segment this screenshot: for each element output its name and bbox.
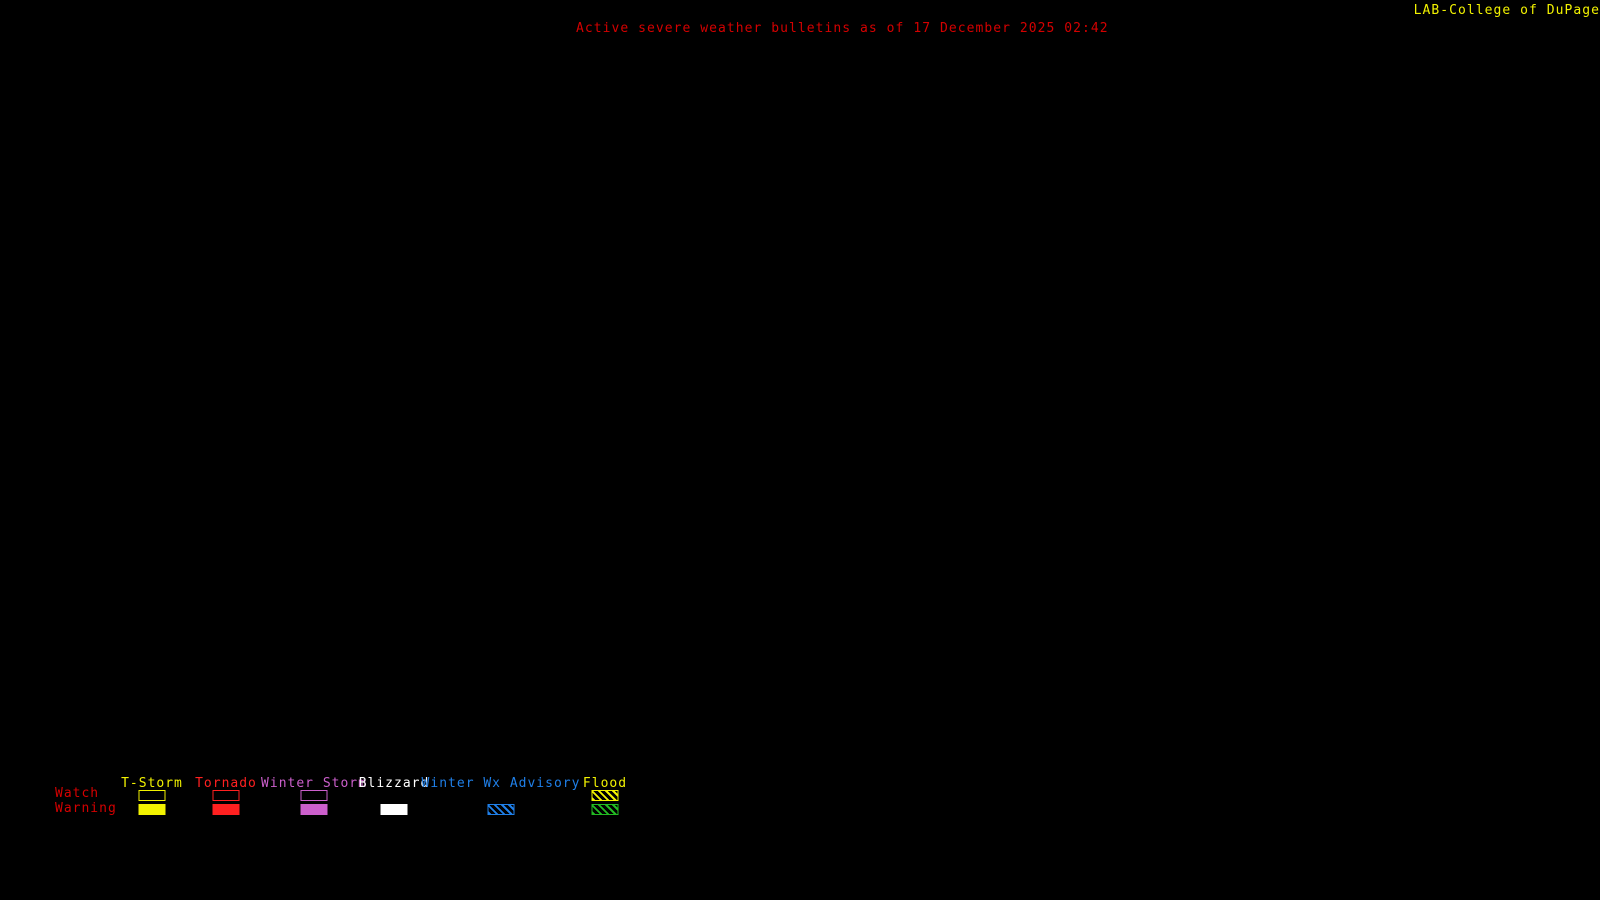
legend-swatch-blizzard-warning xyxy=(380,804,408,815)
legend-header-blizzard: Blizzard xyxy=(358,776,430,791)
legend-swatch-winter-wx-advisory-warning xyxy=(487,804,515,815)
legend-column-t-storm[interactable]: T-Storm xyxy=(110,770,194,830)
legend-swatch-tornado-watch xyxy=(212,790,240,801)
legend-column-blizzard[interactable]: Blizzard xyxy=(352,770,436,830)
legend-swatch-tornado-warning xyxy=(212,804,240,815)
legend-column-winter-wx-advisory[interactable]: Winter Wx Advisory xyxy=(422,770,579,830)
branding-clip: NEXLAB-College of DuPage xyxy=(1415,0,1600,22)
branding-label: NEXLAB-College of DuPage xyxy=(1415,3,1600,18)
legend-swatch-t-storm-watch xyxy=(138,790,166,801)
legend-header-t-storm: T-Storm xyxy=(121,776,183,791)
legend-header-tornado: Tornado xyxy=(195,776,257,791)
page-title: Active severe weather bulletins as of 17… xyxy=(576,21,1109,36)
legend-column-flood[interactable]: Flood xyxy=(576,770,634,830)
legend-swatch-t-storm-warning xyxy=(138,804,166,815)
legend-swatch-flood-warning xyxy=(591,804,619,815)
legend: Watch Warning T-Storm Tornado Winter Sto… xyxy=(0,770,1600,900)
legend-header-winter-wx-advisory: Winter Wx Advisory xyxy=(421,776,581,791)
legend-row-label-warning: Warning xyxy=(55,801,117,816)
legend-swatch-flood-watch xyxy=(591,790,619,801)
legend-column-tornado[interactable]: Tornado xyxy=(184,770,268,830)
legend-header-flood: Flood xyxy=(582,776,628,791)
legend-header-winter-storm: Winter Storm xyxy=(261,776,367,791)
legend-column-winter-storm[interactable]: Winter Storm xyxy=(258,770,370,830)
legend-swatch-winter-storm-warning xyxy=(300,804,328,815)
legend-row-label-watch: Watch xyxy=(55,786,100,801)
weather-map-canvas[interactable] xyxy=(0,44,1600,770)
legend-swatch-winter-storm-watch xyxy=(300,790,328,801)
